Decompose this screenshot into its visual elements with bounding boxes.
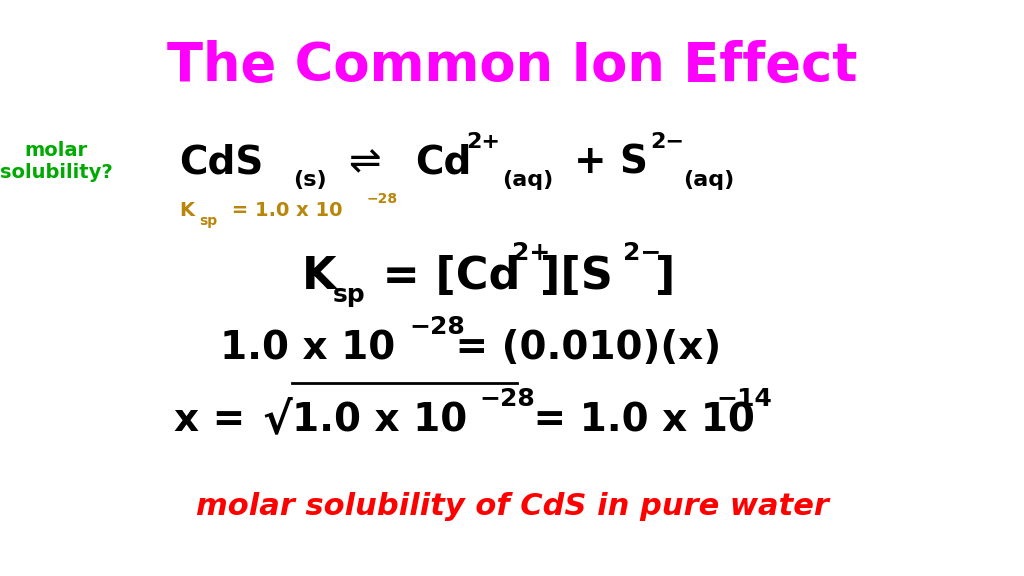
Text: = 1.0 x 10: = 1.0 x 10 [225, 201, 343, 219]
Text: K: K [179, 201, 195, 219]
Text: √: √ [262, 399, 292, 442]
Text: ]: ] [655, 255, 676, 298]
Text: The Common Ion Effect: The Common Ion Effect [167, 40, 857, 92]
Text: 2−: 2− [650, 132, 684, 152]
Text: molar
solubility?: molar solubility? [0, 141, 113, 182]
Text: = [Cd: = [Cd [367, 255, 520, 298]
Text: ][S: ][S [540, 255, 612, 298]
Text: CdS: CdS [179, 143, 263, 181]
Text: (aq): (aq) [502, 170, 553, 190]
Text: Cd: Cd [415, 143, 471, 181]
Text: K: K [302, 255, 337, 298]
Text: −28: −28 [410, 314, 465, 339]
Text: −14: −14 [717, 386, 773, 411]
Text: 2−: 2− [623, 241, 660, 266]
Text: = (0.010)(x): = (0.010)(x) [442, 329, 722, 367]
Text: 1.0 x 10: 1.0 x 10 [292, 401, 467, 439]
Text: 2+: 2+ [466, 132, 500, 152]
Text: 1.0 x 10: 1.0 x 10 [220, 329, 395, 367]
Text: molar solubility of CdS in pure water: molar solubility of CdS in pure water [196, 492, 828, 521]
Text: sp: sp [200, 214, 218, 228]
Text: (s): (s) [293, 170, 327, 190]
Text: = 1.0 x 10: = 1.0 x 10 [520, 401, 755, 439]
Text: −28: −28 [367, 192, 397, 206]
Text: −28: −28 [479, 386, 535, 411]
Text: ⇌: ⇌ [348, 143, 381, 181]
Text: S: S [620, 143, 647, 181]
Text: x =: x = [174, 401, 259, 439]
Text: +: + [573, 143, 606, 181]
Text: sp: sp [333, 283, 366, 307]
Text: 2+: 2+ [512, 241, 550, 266]
Text: (aq): (aq) [683, 170, 734, 190]
